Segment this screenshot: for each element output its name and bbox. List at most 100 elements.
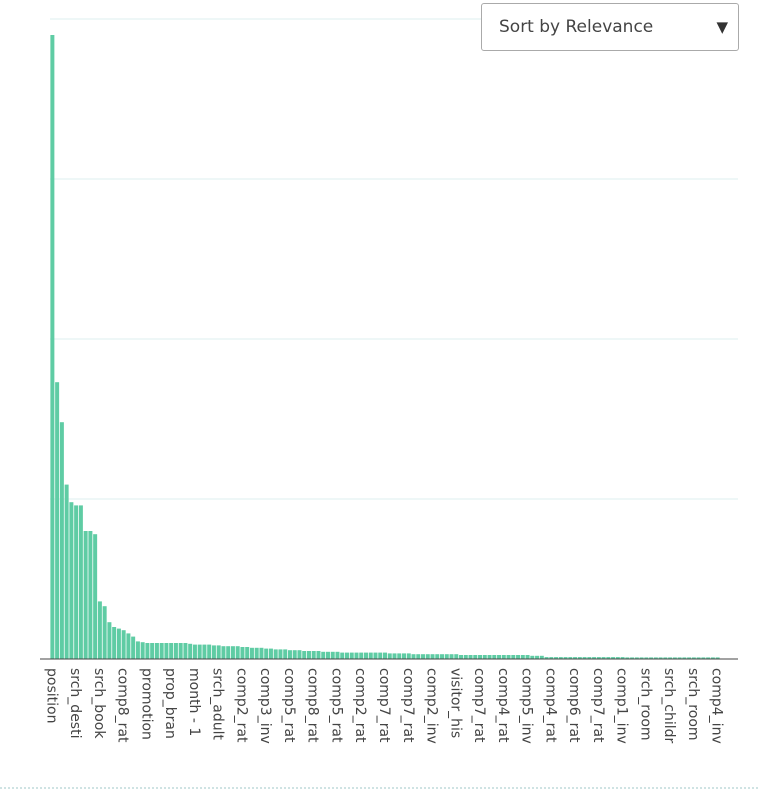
bar bbox=[378, 652, 383, 659]
bar bbox=[211, 645, 216, 659]
bar bbox=[259, 647, 264, 659]
bar bbox=[530, 655, 535, 659]
x-tick-label: visitor_his bbox=[447, 668, 463, 738]
bar bbox=[311, 651, 316, 659]
bar bbox=[202, 644, 207, 659]
bar bbox=[463, 655, 468, 659]
bar bbox=[264, 648, 269, 659]
bar bbox=[59, 422, 64, 659]
bar bbox=[525, 655, 530, 659]
x-tick-label: comp7_rat bbox=[471, 668, 487, 743]
bar bbox=[344, 652, 349, 659]
bar bbox=[78, 505, 83, 659]
bar bbox=[93, 534, 98, 659]
bar bbox=[97, 601, 102, 659]
bar bbox=[268, 648, 273, 659]
bar bbox=[183, 643, 188, 659]
x-tick-label: srch_adult bbox=[210, 668, 226, 741]
bar bbox=[302, 651, 307, 659]
bar bbox=[487, 655, 492, 659]
bar bbox=[468, 655, 473, 659]
bar bbox=[50, 35, 55, 659]
bar bbox=[677, 657, 682, 659]
x-tick-label: srch_childr bbox=[661, 668, 677, 744]
sort-dropdown[interactable]: Sort by Relevance ▼ bbox=[481, 3, 739, 51]
bar bbox=[668, 657, 673, 659]
bar bbox=[516, 655, 521, 659]
bar bbox=[587, 657, 592, 659]
bar bbox=[131, 636, 136, 659]
bar bbox=[416, 654, 421, 659]
bar bbox=[235, 646, 240, 659]
bar bbox=[421, 654, 426, 659]
x-tick-label: srch_room bbox=[685, 668, 701, 741]
sort-label: Sort by Relevance bbox=[499, 17, 654, 37]
x-tick-label: month - 1 bbox=[186, 668, 202, 736]
x-tick-label: comp8_rat bbox=[305, 668, 321, 743]
bar bbox=[440, 654, 445, 659]
bar bbox=[135, 641, 140, 659]
bar bbox=[230, 646, 235, 659]
bar bbox=[287, 650, 292, 659]
bar bbox=[663, 657, 668, 659]
bar bbox=[154, 643, 159, 659]
bar bbox=[615, 657, 620, 659]
bar bbox=[539, 655, 544, 659]
bar bbox=[649, 657, 654, 659]
bar bbox=[278, 649, 283, 659]
footer-divider bbox=[0, 787, 758, 789]
bar bbox=[454, 654, 459, 659]
bar bbox=[402, 653, 407, 659]
bar bbox=[706, 657, 711, 659]
x-tick-label: comp4_rat bbox=[495, 668, 511, 743]
x-tick-label: srch_book bbox=[91, 668, 107, 739]
bar bbox=[354, 652, 359, 659]
bar bbox=[335, 651, 340, 659]
bar bbox=[192, 644, 197, 659]
bar bbox=[535, 655, 540, 659]
bar bbox=[159, 643, 164, 659]
bar bbox=[387, 653, 392, 659]
bar bbox=[107, 622, 112, 659]
bar bbox=[116, 628, 121, 659]
bar bbox=[178, 643, 183, 659]
bar bbox=[69, 502, 74, 659]
bar bbox=[520, 655, 525, 659]
bar bbox=[383, 652, 387, 659]
bar bbox=[497, 655, 502, 659]
bar bbox=[349, 652, 354, 659]
bar bbox=[691, 657, 696, 659]
bar bbox=[511, 655, 516, 659]
bar bbox=[145, 643, 150, 659]
x-tick-label: comp4_inv bbox=[709, 668, 725, 744]
bar bbox=[254, 647, 259, 659]
bar bbox=[397, 653, 402, 659]
bar bbox=[164, 643, 169, 659]
x-tick-label: srch_desti bbox=[67, 668, 83, 739]
bar bbox=[74, 505, 79, 659]
bar bbox=[245, 647, 250, 659]
bar bbox=[644, 657, 649, 659]
bar bbox=[478, 655, 483, 659]
bar bbox=[330, 651, 335, 659]
bar bbox=[592, 657, 597, 659]
bar bbox=[549, 657, 554, 659]
bar bbox=[306, 651, 311, 659]
bar bbox=[634, 657, 639, 659]
bar bbox=[558, 657, 563, 659]
bar bbox=[249, 647, 254, 659]
bar bbox=[658, 657, 663, 659]
x-tick-label: comp2_rat bbox=[352, 668, 368, 743]
x-tick-label: promotion bbox=[138, 668, 154, 740]
x-tick-label: comp1_inv bbox=[614, 668, 630, 744]
x-tick-label: srch_room bbox=[637, 668, 653, 741]
x-tick-label: comp5_inv bbox=[519, 668, 535, 744]
bar bbox=[188, 643, 193, 659]
bar bbox=[568, 657, 573, 659]
bar bbox=[430, 654, 435, 659]
bar bbox=[449, 654, 454, 659]
x-tick-label: comp6_rat bbox=[566, 668, 582, 743]
bar bbox=[64, 484, 69, 659]
bar bbox=[140, 642, 145, 659]
